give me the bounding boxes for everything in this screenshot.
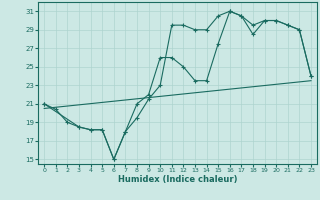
X-axis label: Humidex (Indice chaleur): Humidex (Indice chaleur) <box>118 175 237 184</box>
